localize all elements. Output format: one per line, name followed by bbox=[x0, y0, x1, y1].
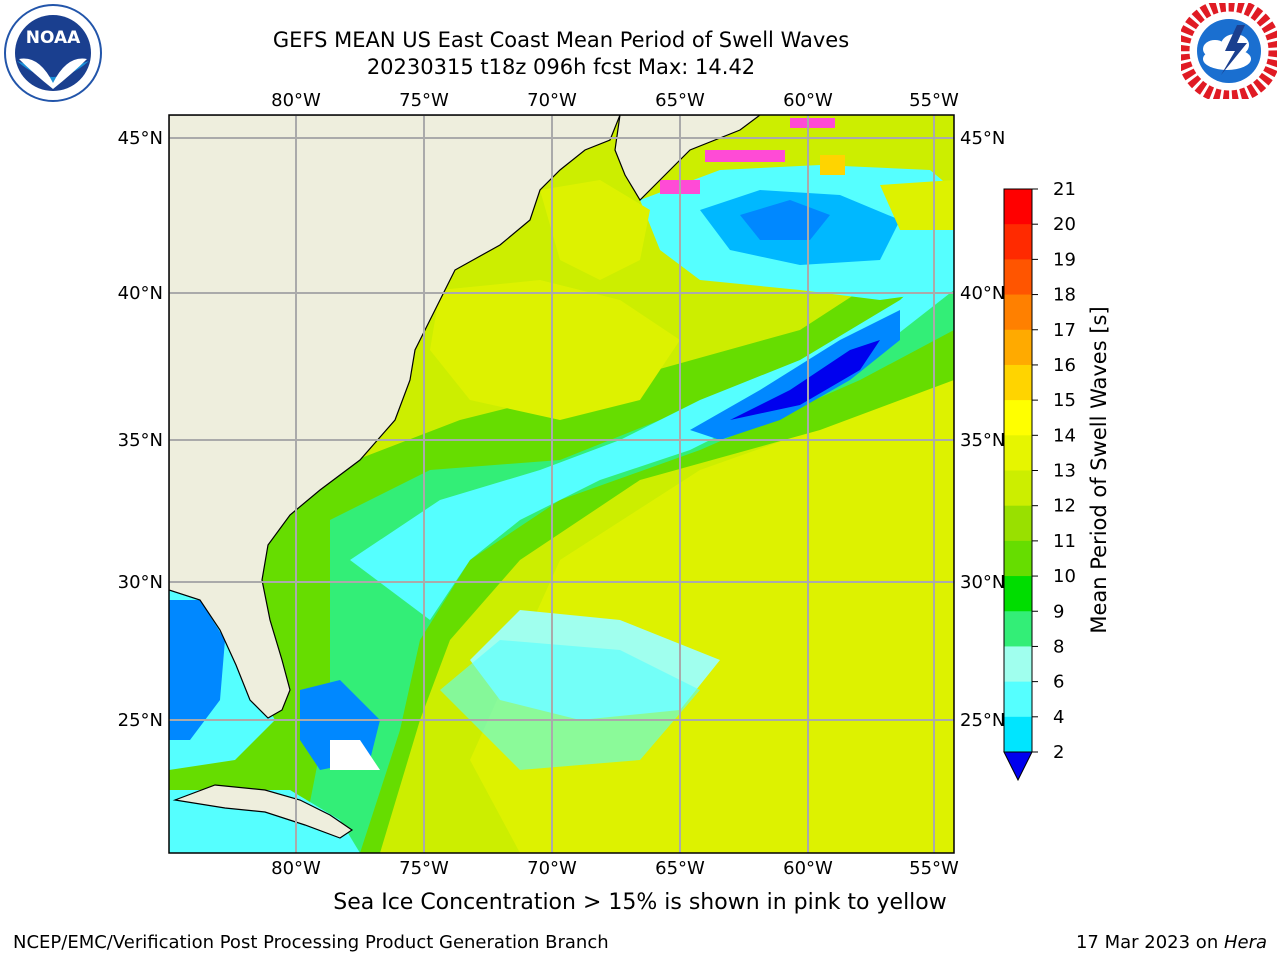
lon-label-top: 60°W bbox=[783, 90, 833, 111]
colorbar-tick-label: 19 bbox=[1053, 249, 1076, 270]
colorbar-segment bbox=[1004, 540, 1032, 577]
colorbar-segment bbox=[1004, 329, 1032, 366]
lat-label-left: 45°N bbox=[118, 128, 163, 149]
colorbar-tick-label: 9 bbox=[1053, 601, 1064, 622]
colorbar-segment bbox=[1004, 681, 1032, 718]
colorbar-segment bbox=[1004, 364, 1032, 401]
nws-logo bbox=[1181, 3, 1277, 99]
lon-label-bottom: 60°W bbox=[783, 858, 833, 879]
footer-credit: NCEP/EMC/Verification Post Processing Pr… bbox=[13, 932, 609, 953]
lat-label-right: 35°N bbox=[960, 430, 1005, 451]
land-nova-scotia bbox=[614, 115, 761, 201]
lon-label-bottom: 70°W bbox=[527, 858, 577, 879]
map-frame bbox=[168, 114, 955, 854]
colorbar-segment bbox=[1004, 294, 1032, 331]
lat-label-right: 25°N bbox=[960, 710, 1005, 731]
colorbar: 21 20 19 18 17 16 15 14 13 12 11 10 9 8 6 4 2 bbox=[1003, 179, 1076, 782]
colorbar-tick-label: 12 bbox=[1053, 496, 1076, 517]
lon-label-bottom: 80°W bbox=[271, 858, 321, 879]
colorbar-segment bbox=[1004, 435, 1032, 471]
map-gridlines bbox=[169, 115, 954, 853]
colorbar-segment bbox=[1004, 505, 1032, 542]
lat-label-right: 30°N bbox=[960, 572, 1005, 593]
colorbar-tick-label: 18 bbox=[1053, 285, 1076, 306]
colorbar-tick-label: 17 bbox=[1053, 320, 1076, 341]
colorbar-tick-label: 20 bbox=[1053, 214, 1076, 235]
lat-label-left: 40°N bbox=[118, 283, 163, 304]
noaa-logo: NOAA bbox=[4, 4, 102, 102]
colorbar-tick-label: 21 bbox=[1053, 179, 1076, 200]
lat-label-left: 25°N bbox=[118, 710, 163, 731]
lon-label-top: 65°W bbox=[655, 90, 705, 111]
lon-label-bottom: 55°W bbox=[909, 858, 959, 879]
colorbar-segment bbox=[1004, 576, 1032, 612]
land-cuba bbox=[172, 784, 354, 839]
colorbar-tick-label: 6 bbox=[1053, 672, 1064, 693]
lon-label-top: 70°W bbox=[527, 90, 577, 111]
colorbar-label: Mean Period of Swell Waves [s] bbox=[1087, 306, 1111, 633]
land-north-america bbox=[169, 115, 621, 719]
lon-label-bottom: 75°W bbox=[399, 858, 449, 879]
lat-label-left: 35°N bbox=[118, 430, 163, 451]
colorbar-segment bbox=[1004, 611, 1032, 647]
footer-host: Hera bbox=[1223, 932, 1267, 953]
colorbar-tick-label: 4 bbox=[1053, 707, 1064, 728]
lat-label-left: 30°N bbox=[118, 572, 163, 593]
colorbar-segment bbox=[1004, 470, 1032, 507]
colorbar-tick-label: 10 bbox=[1053, 566, 1076, 587]
chart-title: GEFS MEAN US East Coast Mean Period of S… bbox=[272, 28, 850, 52]
colorbar-segment bbox=[1004, 400, 1032, 436]
sea-ice-note: Sea Ice Concentration > 15% is shown in … bbox=[333, 890, 947, 915]
colorbar-tick-label: 14 bbox=[1053, 425, 1076, 446]
colorbar-tick-label: 8 bbox=[1053, 636, 1064, 657]
lat-label-right: 40°N bbox=[960, 283, 1005, 304]
colorbar-segment bbox=[1004, 189, 1032, 225]
colorbar-extend-arrow bbox=[1003, 751, 1033, 782]
colorbar-segment bbox=[1004, 716, 1032, 753]
colorbar-segment bbox=[1004, 224, 1032, 260]
lon-label-top: 55°W bbox=[909, 90, 959, 111]
lon-label-top: 75°W bbox=[399, 90, 449, 111]
colorbar-tick-label: 16 bbox=[1053, 355, 1076, 376]
lon-label-top: 80°W bbox=[271, 90, 321, 111]
noaa-logo-text: NOAA bbox=[26, 28, 81, 48]
colorbar-tick-label: 2 bbox=[1053, 742, 1064, 763]
colorbar-tick-label: 13 bbox=[1053, 461, 1076, 482]
lon-label-bottom: 65°W bbox=[655, 858, 705, 879]
colorbar-tick-label: 11 bbox=[1053, 531, 1076, 552]
chart-subtitle: 20230315 t18z 096h fcst Max: 14.42 bbox=[366, 55, 756, 79]
colorbar-segment bbox=[1004, 259, 1032, 296]
swell-zone-cyan bbox=[350, 250, 954, 620]
footer-date-text: 17 Mar 2023 on bbox=[1075, 932, 1224, 953]
footer-date: 17 Mar 2023 on Hera bbox=[1076, 932, 1267, 953]
colorbar-segment bbox=[1004, 646, 1032, 683]
lat-label-right: 45°N bbox=[960, 128, 1005, 149]
colorbar-tick-label: 15 bbox=[1053, 390, 1076, 411]
